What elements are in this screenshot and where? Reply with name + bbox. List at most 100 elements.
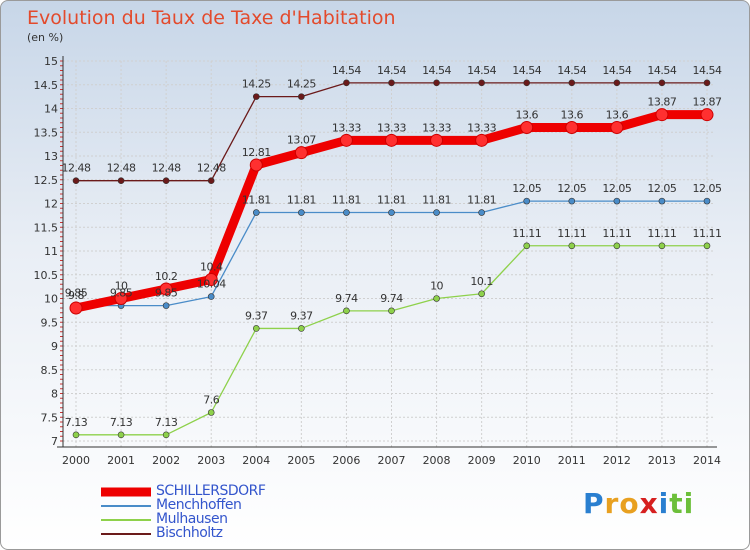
- data-label-menchhoffen: 11.81: [332, 194, 361, 207]
- x-tick-label: 2003: [197, 454, 225, 467]
- data-label-mulhausen: 7.13: [110, 416, 133, 429]
- data-label-mulhausen: 7.6: [203, 394, 219, 407]
- legend-swatch: [101, 505, 151, 507]
- data-label-menchhoffen: 11.81: [422, 194, 451, 207]
- data-point-menchhoffen: [298, 209, 305, 216]
- data-label-schillersdorf: 13.07: [287, 134, 316, 147]
- data-point-schillersdorf: [249, 158, 263, 172]
- data-label-mulhausen: 9.74: [380, 292, 403, 305]
- data-point-mulhausen: [613, 242, 621, 250]
- legend-item-schillersdorf: SCHILLERSDORF: [101, 483, 361, 499]
- axes: 7 7.5 8 8.5 9 9.5 10 10.5 11 11.5 12 12.5 13 13.5 14 14…: [34, 55, 722, 467]
- data-point-menchhoffen: [523, 197, 531, 205]
- data-point-menchhoffen: [343, 209, 350, 216]
- legend-label: Mulhausen: [156, 511, 228, 527]
- data-label-mulhausen: 10.1: [470, 275, 493, 288]
- data-point-mulhausen: [162, 431, 170, 439]
- data-label-bischholtz: 14.54: [332, 64, 361, 77]
- data-point-menchhoffen: [478, 209, 485, 216]
- data-label-menchhoffen: 11.81: [377, 194, 406, 207]
- data-point-schillersdorf: [159, 282, 173, 296]
- data-label-bischholtz: 12.48: [197, 162, 226, 175]
- data-point-mulhausen: [658, 242, 666, 250]
- x-tick-label: 2010: [513, 454, 541, 467]
- x-tick-label: 2004: [242, 454, 270, 467]
- data-label-bischholtz: 14.25: [242, 78, 271, 91]
- data-point-bischholtz: [478, 79, 485, 87]
- data-label-mulhausen: 11.11: [602, 227, 631, 240]
- data-label-schillersdorf: 10: [115, 280, 128, 293]
- data-label-menchhoffen: 12.05: [647, 182, 676, 195]
- data-label-mulhausen: 11.11: [693, 227, 722, 240]
- y-tick-label: 9: [51, 340, 58, 353]
- data-point-menchhoffen: [658, 197, 666, 205]
- data-point-bischholtz: [433, 79, 440, 87]
- data-label-bischholtz: 14.54: [647, 64, 676, 77]
- data-label-bischholtz: 12.48: [107, 162, 136, 175]
- legend-label: SCHILLERSDORF: [156, 483, 266, 499]
- x-tick-label: 2005: [287, 454, 315, 467]
- x-tick-label: 2008: [423, 454, 451, 467]
- labels-layer: 12.48 12.48 12.48 12.48 14.25 14.25 14.54 14.54…: [62, 64, 723, 429]
- x-tick-label: 2013: [648, 454, 676, 467]
- data-point-schillersdorf: [430, 133, 444, 147]
- series-layer: [69, 79, 714, 439]
- data-label-schillersdorf: 13.6: [561, 109, 584, 122]
- y-tick-label: 11: [44, 245, 58, 258]
- data-point-menchhoffen: [388, 209, 395, 216]
- y-tick-label: 12.5: [34, 174, 59, 187]
- y-tick-label: 10.5: [34, 269, 59, 282]
- data-point-schillersdorf: [114, 292, 128, 305]
- data-point-schillersdorf: [475, 133, 489, 147]
- y-tick-label: 15: [44, 55, 58, 68]
- x-tick-label: 2014: [693, 454, 721, 467]
- data-label-schillersdorf: 13.33: [377, 121, 406, 134]
- data-label-menchhoffen: 12.05: [512, 182, 541, 195]
- y-tick-label: 7.5: [41, 411, 59, 424]
- data-label-mulhausen: 9.37: [245, 309, 268, 322]
- data-point-schillersdorf: [700, 108, 714, 122]
- data-point-bischholtz: [72, 177, 80, 184]
- data-label-mulhausen: 7.13: [155, 416, 178, 429]
- legend-swatch: [101, 487, 151, 497]
- data-point-schillersdorf: [385, 133, 398, 147]
- chart-title: Evolution du Taux de Taxe d'Habitation: [27, 7, 396, 29]
- data-point-bischholtz: [117, 177, 125, 184]
- data-label-schillersdorf: 13.87: [647, 96, 676, 109]
- data-point-mulhausen: [433, 295, 440, 302]
- data-point-menchhoffen: [207, 293, 215, 300]
- data-point-menchhoffen: [568, 197, 576, 205]
- data-label-bischholtz: 14.54: [693, 64, 722, 77]
- logo-letter: i: [683, 487, 695, 520]
- data-point-mulhausen: [252, 325, 260, 332]
- y-tick-label: 7: [51, 435, 58, 448]
- data-point-mulhausen: [117, 431, 125, 439]
- proxiti-logo: Proxiti: [583, 487, 694, 520]
- data-point-mulhausen: [388, 307, 395, 315]
- data-label-bischholtz: 14.54: [602, 64, 631, 77]
- x-tick-label: 2007: [378, 454, 406, 467]
- data-label-bischholtz: 14.54: [377, 64, 406, 77]
- data-point-schillersdorf: [69, 301, 83, 315]
- chart-subtitle: (en %): [27, 31, 64, 44]
- data-point-schillersdorf: [294, 146, 308, 160]
- data-point-menchhoffen: [613, 197, 621, 205]
- data-label-bischholtz: 14.54: [422, 64, 451, 77]
- data-label-menchhoffen: 11.81: [242, 194, 271, 207]
- data-label-mulhausen: 11.11: [557, 227, 586, 240]
- data-point-menchhoffen: [703, 197, 711, 205]
- data-point-schillersdorf: [610, 121, 624, 134]
- logo-letter: x: [639, 487, 659, 520]
- x-tick-label: 2012: [603, 454, 631, 467]
- data-point-mulhausen: [478, 290, 485, 298]
- data-label-schillersdorf: 10.4: [200, 261, 223, 274]
- data-point-mulhausen: [207, 409, 215, 416]
- logo-letter: t: [669, 487, 684, 520]
- data-point-bischholtz: [613, 79, 621, 87]
- x-tick-label: 2009: [468, 454, 496, 467]
- logo-letter: r: [604, 487, 620, 520]
- data-label-menchhoffen: 12.05: [557, 182, 586, 195]
- legend-label: Bischholtz: [156, 525, 223, 541]
- data-label-mulhausen: 11.11: [647, 227, 676, 240]
